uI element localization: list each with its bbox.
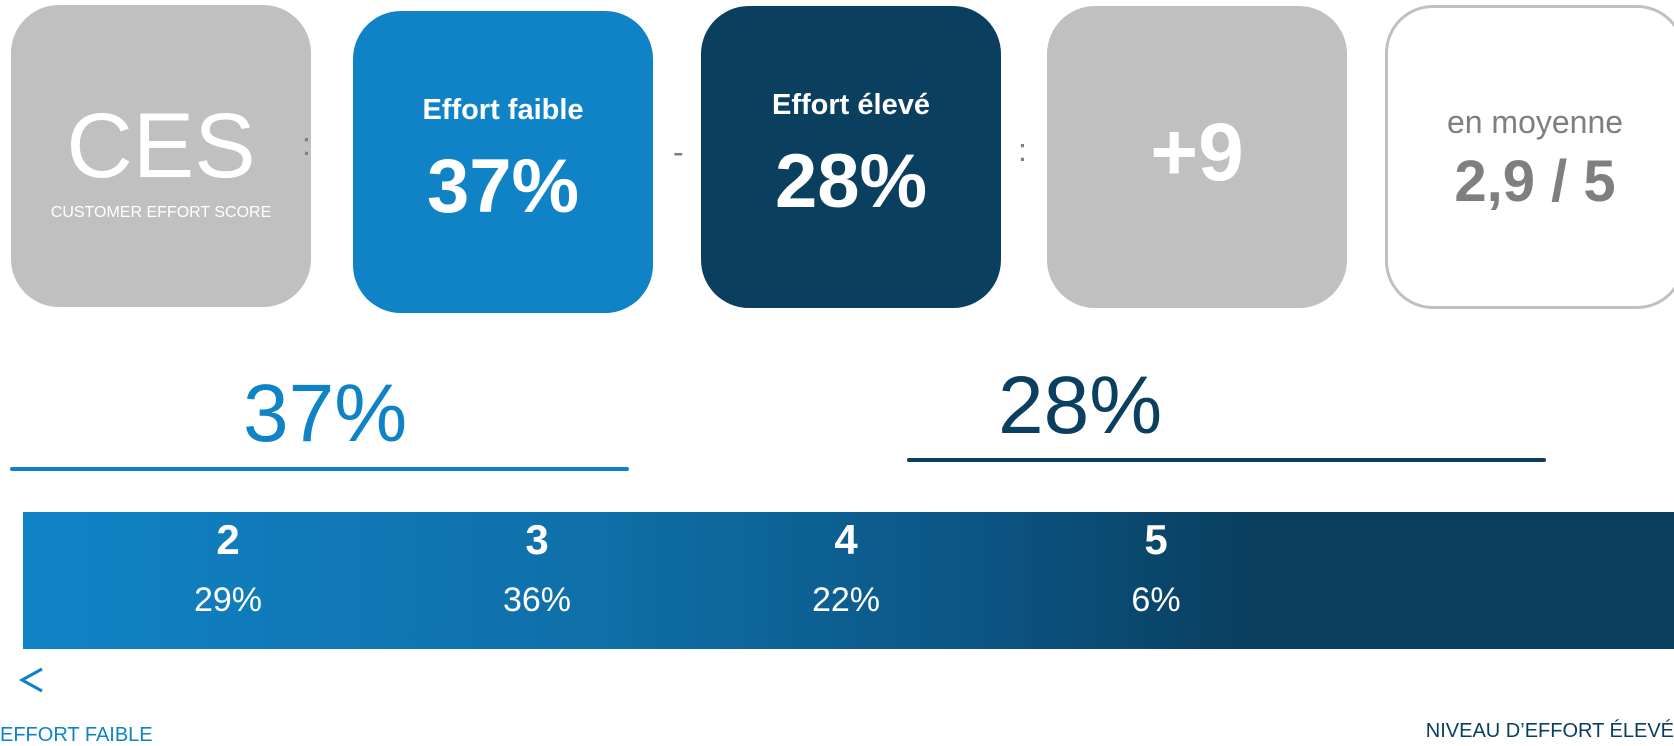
ces-title: CES xyxy=(66,95,256,197)
low-effort-group-rule xyxy=(10,467,629,471)
average-value: 2,9 / 5 xyxy=(1454,149,1616,214)
scale-level-2: 2 29% xyxy=(138,512,318,620)
high-effort-card: Effort élevé 28% xyxy=(701,6,1001,308)
low-effort-card: Effort faible 37% xyxy=(353,11,653,313)
ces-card: CES CUSTOMER EFFORT SCORE xyxy=(11,5,311,307)
scale-level-number: 4 xyxy=(834,516,858,563)
high-effort-label: Effort élevé xyxy=(772,89,930,121)
axis-low-effort-label: EFFORT FAIBLE xyxy=(0,724,153,746)
axis-high-effort-label: NIVEAU D’EFFORT ÉLEVÉ xyxy=(1425,720,1674,742)
high-effort-group-rule xyxy=(907,458,1546,462)
scale-level-share: 36% xyxy=(502,581,572,619)
scale-level-4: 4 22% xyxy=(756,512,936,620)
scale-level-share: 22% xyxy=(811,581,881,619)
effort-scale-bar: 2 29% 3 36% 4 22% 5 6% xyxy=(23,512,1674,649)
average-card: en moyenne 2,9 / 5 xyxy=(1385,5,1674,309)
scale-level-3: 3 36% xyxy=(447,512,627,620)
ces-subtitle: CUSTOMER EFFORT SCORE xyxy=(50,204,272,221)
minus-operator: - xyxy=(673,134,684,170)
scale-level-5: 5 6% xyxy=(1066,512,1246,620)
equals-operator-2: : xyxy=(1018,132,1027,168)
effort-direction-arrow-icon xyxy=(18,667,1674,693)
average-label: en moyenne xyxy=(1446,104,1624,140)
scale-level-number: 2 xyxy=(216,516,240,563)
high-effort-value: 28% xyxy=(774,139,928,224)
scale-level-number: 5 xyxy=(1144,516,1168,563)
scale-level-share: 29% xyxy=(193,581,263,619)
low-effort-group-total: 37% xyxy=(243,368,408,459)
low-effort-label: Effort faible xyxy=(422,94,584,126)
high-effort-group-total: 28% xyxy=(998,360,1163,451)
net-score-card: +9 xyxy=(1047,6,1347,308)
equals-operator-1: : xyxy=(302,126,311,162)
scale-level-share: 6% xyxy=(1131,581,1181,619)
scale-level-number: 3 xyxy=(525,516,549,563)
net-score-value: +9 xyxy=(1150,107,1244,198)
low-effort-value: 37% xyxy=(426,144,580,229)
